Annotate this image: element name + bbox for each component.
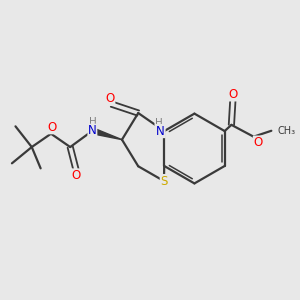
Text: O: O [47,121,57,134]
Text: S: S [160,175,168,188]
Text: O: O [71,169,81,182]
Text: O: O [229,88,238,101]
Text: N: N [88,124,97,137]
Text: O: O [106,92,115,105]
Text: H: H [89,117,97,127]
Polygon shape [92,128,122,140]
Text: H: H [155,118,163,128]
Text: N: N [156,124,165,138]
Text: O: O [254,136,263,149]
Text: CH₃: CH₃ [278,126,296,136]
